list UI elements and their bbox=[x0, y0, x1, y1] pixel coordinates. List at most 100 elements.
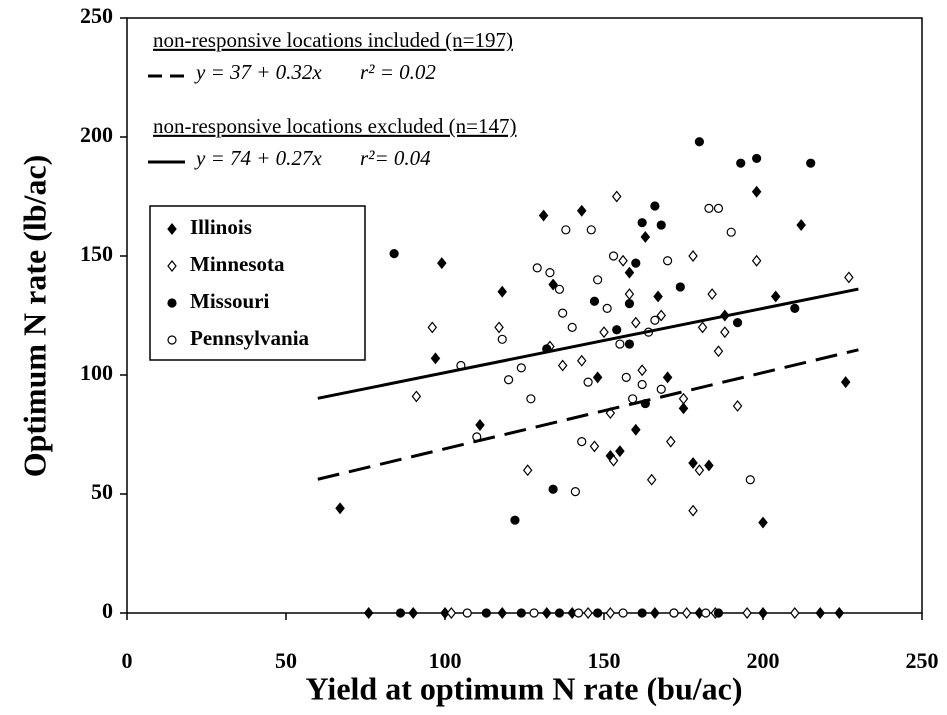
scatter-point bbox=[462, 608, 472, 618]
scatter-point bbox=[554, 608, 565, 618]
scatter-point bbox=[335, 502, 345, 515]
scatter-point bbox=[554, 284, 565, 294]
x-tick-label: 250 bbox=[906, 648, 939, 673]
scatter-point bbox=[790, 303, 800, 313]
scatter-point bbox=[618, 608, 628, 618]
x-axis-label: Yield at optimum N rate (bu/ac) bbox=[306, 670, 743, 706]
fit-equation: y = 37 + 0.32x bbox=[194, 60, 322, 84]
scatter-point bbox=[608, 454, 619, 467]
scatter-point bbox=[790, 607, 800, 619]
scatter-point bbox=[770, 290, 781, 303]
scatter-point bbox=[720, 326, 730, 339]
scatter-point bbox=[548, 278, 558, 291]
scatter-point bbox=[732, 318, 743, 328]
scatter-point bbox=[624, 299, 635, 309]
x-tick-label: 200 bbox=[747, 648, 780, 673]
legend-label: Minnesota bbox=[190, 252, 285, 276]
legend-label: Illinois bbox=[190, 215, 252, 239]
scatter-point bbox=[694, 464, 705, 477]
y-axis-label: Optimum N rate (lb/ac) bbox=[16, 155, 52, 478]
scatter-point bbox=[576, 354, 587, 367]
scatter-point bbox=[573, 608, 584, 618]
scatter-point bbox=[640, 230, 651, 243]
scatter-point bbox=[637, 218, 647, 228]
scatter-point bbox=[570, 487, 580, 497]
scatter-point bbox=[631, 316, 641, 329]
scatter-point bbox=[475, 419, 485, 431]
legend-label: Missouri bbox=[190, 289, 270, 313]
scatter-point bbox=[726, 227, 736, 237]
legend-marker bbox=[167, 335, 177, 345]
legend-marker bbox=[167, 223, 177, 235]
scatter-point bbox=[611, 190, 622, 203]
scatter-point bbox=[430, 352, 441, 365]
scatter-point bbox=[510, 515, 520, 525]
fit-line bbox=[317, 348, 859, 481]
scatter-point bbox=[363, 607, 374, 619]
x-tick-label: 150 bbox=[588, 648, 621, 673]
x-tick-label: 50 bbox=[275, 648, 297, 673]
scatter-point bbox=[593, 608, 603, 618]
scatter-point bbox=[545, 268, 555, 278]
scatter-point bbox=[592, 371, 603, 384]
scatter-point bbox=[681, 607, 692, 619]
scatter-point bbox=[526, 394, 536, 404]
scatter-point bbox=[408, 607, 418, 619]
scatter-point bbox=[497, 285, 508, 298]
scatter-point bbox=[713, 203, 724, 213]
scatter-point bbox=[697, 321, 708, 334]
scatter-point bbox=[646, 473, 657, 486]
scatter-point bbox=[678, 402, 689, 415]
scatter-point bbox=[650, 201, 660, 211]
y-tick-label: 200 bbox=[80, 122, 113, 147]
fit-equation: y = 74 + 0.27x bbox=[194, 146, 322, 170]
scatter-point bbox=[529, 608, 539, 618]
x-tick-label: 100 bbox=[429, 648, 462, 673]
scatter-point bbox=[751, 185, 762, 198]
scatter-point bbox=[656, 384, 666, 394]
y-tick-label: 0 bbox=[102, 598, 113, 623]
scatter-point bbox=[688, 457, 698, 470]
scatter-point bbox=[481, 608, 491, 618]
scatter-point bbox=[497, 334, 507, 344]
scatter-point bbox=[713, 345, 724, 358]
scatter-point bbox=[586, 225, 596, 235]
scatter-point bbox=[631, 423, 641, 436]
scatter-point bbox=[497, 607, 508, 619]
scatter-point bbox=[624, 339, 635, 349]
scatter-point bbox=[599, 326, 609, 339]
scatter-point bbox=[558, 308, 568, 318]
scatter-point bbox=[844, 271, 854, 284]
scatter-point bbox=[567, 322, 577, 332]
fit-label: non-responsive locations included (n=197… bbox=[153, 28, 513, 52]
scatter-point bbox=[745, 475, 755, 485]
scatter-point bbox=[504, 375, 514, 385]
scatter-point bbox=[704, 203, 714, 213]
scatter-point bbox=[624, 266, 635, 279]
scatter-point bbox=[656, 309, 667, 322]
scatter-point bbox=[621, 372, 631, 382]
fit-r2: r² = 0.02 bbox=[360, 60, 436, 84]
y-tick-label: 50 bbox=[91, 479, 113, 504]
fit-line bbox=[317, 287, 859, 400]
scatter-point bbox=[834, 607, 845, 619]
x-tick-label: 0 bbox=[122, 648, 133, 673]
scatter-point bbox=[605, 607, 616, 619]
fit-r2: r²= 0.04 bbox=[360, 146, 431, 170]
y-tick-label: 100 bbox=[80, 360, 113, 385]
scatter-point bbox=[557, 359, 568, 372]
scatter-point bbox=[678, 392, 689, 405]
scatter-point bbox=[618, 254, 628, 267]
scatter-point bbox=[589, 440, 600, 453]
scatter-point bbox=[675, 282, 685, 292]
scatter-point bbox=[758, 516, 768, 529]
scatter-point bbox=[758, 607, 768, 619]
scatter-point bbox=[637, 608, 647, 618]
fit-label: non-responsive locations excluded (n=147… bbox=[153, 114, 517, 138]
scatter-point bbox=[656, 220, 666, 230]
scatter-point bbox=[389, 249, 399, 259]
legend-label: Pennsylvania bbox=[190, 326, 310, 350]
scatter-point bbox=[437, 257, 447, 270]
scatter-point bbox=[516, 608, 526, 618]
scatter-point bbox=[666, 435, 676, 448]
